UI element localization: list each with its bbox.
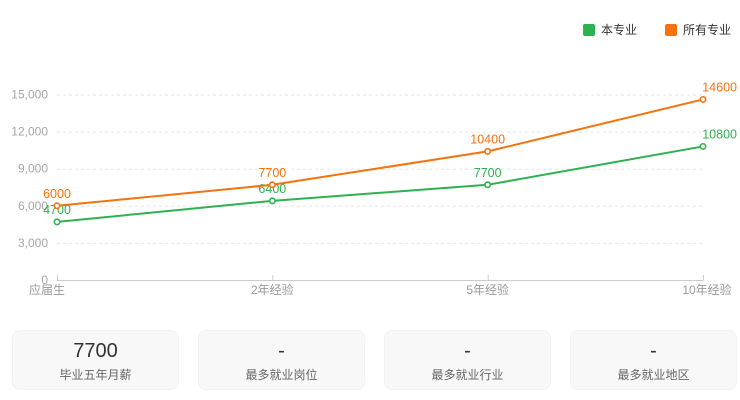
legend-label-all-majors: 所有专业 [682, 23, 731, 37]
card-grad5-salary: 7700 毕业五年月薪 [12, 330, 179, 390]
salary-line-chart[interactable]: 0 3,000 6,000 9,000 12,000 15,000 应届生 2年经验 5年经验 1… [0, 0, 740, 322]
card-label: 最多就业岗位 [245, 367, 318, 382]
data-point-label: 7700 [258, 166, 286, 180]
series-line [56, 98, 704, 207]
series-line [56, 145, 704, 223]
data-point[interactable] [699, 95, 707, 103]
x-axis-label: 2年经验 [251, 282, 294, 297]
card-value: - [464, 339, 471, 362]
legend-swatch-orange-icon [664, 24, 677, 36]
card-label: 最多就业地区 [617, 367, 690, 382]
card-value: 7700 [73, 339, 118, 362]
data-point[interactable] [53, 218, 61, 226]
summary-cards: 7700 毕业五年月薪 - 最多就业岗位 - 最多就业行业 - 最多就业地区 [12, 330, 737, 390]
x-axis-label: 5年经验 [466, 282, 509, 297]
card-label: 毕业五年月薪 [59, 367, 132, 382]
data-point[interactable] [268, 197, 276, 205]
y-axis-label: 15,000 [11, 88, 48, 102]
card-value: - [650, 339, 657, 362]
x-axis-label: 10年经验 [682, 282, 731, 297]
legend-swatch-green-icon [582, 24, 595, 36]
y-axis-label: 12,000 [11, 125, 48, 139]
y-axis-label: 6,000 [18, 199, 48, 213]
legend-label-this-major: 本专业 [600, 23, 637, 37]
y-axis-label: 9,000 [18, 162, 48, 176]
data-point[interactable] [53, 202, 61, 210]
y-axis-label: 0 [41, 273, 48, 287]
data-point-label: 6000 [43, 187, 71, 201]
legend-item-this-major[interactable]: 本专业 [582, 23, 637, 37]
card-top-region: - 最多就业地区 [570, 330, 737, 390]
card-top-industry: - 最多就业行业 [384, 330, 551, 390]
data-point[interactable] [268, 181, 276, 189]
card-top-job: - 最多就业岗位 [198, 330, 365, 390]
data-point-label: 10800 [702, 127, 737, 141]
y-axis-label: 3,000 [18, 236, 48, 250]
data-point-label: 4700 [43, 203, 71, 217]
card-value: - [278, 339, 285, 362]
x-axis-label: 应届生 [29, 282, 65, 297]
data-point[interactable] [484, 147, 492, 155]
data-point[interactable] [484, 181, 492, 189]
data-point[interactable] [699, 142, 707, 150]
chart-legend: 本专业 所有专业 [582, 23, 731, 37]
card-label: 最多就业行业 [431, 367, 504, 382]
data-point-label: 7700 [474, 166, 502, 180]
data-point-label: 10400 [470, 132, 505, 146]
legend-item-all-majors[interactable]: 所有专业 [664, 23, 731, 37]
data-point-label: 14600 [702, 80, 737, 94]
